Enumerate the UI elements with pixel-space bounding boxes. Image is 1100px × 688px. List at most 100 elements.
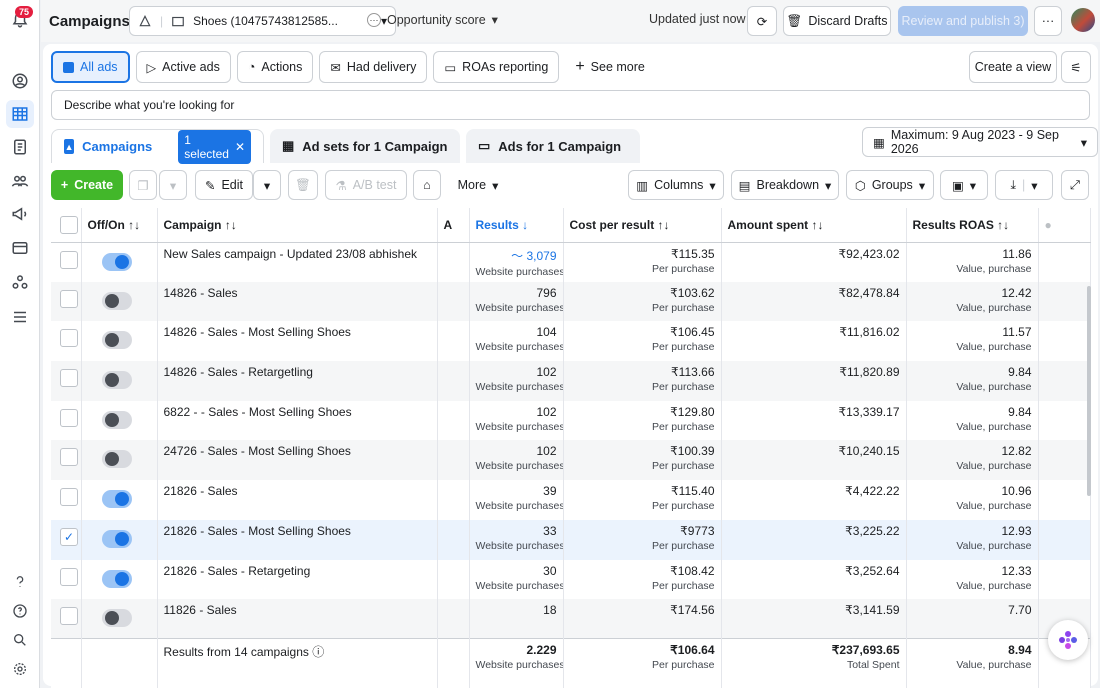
campaign-name[interactable]: 11826 - Sales — [163, 603, 237, 618]
campaigns-table-icon[interactable] — [6, 100, 34, 128]
select-all-checkbox[interactable] — [60, 215, 78, 234]
groups-button[interactable]: ⬡ Groups ▾ — [846, 170, 934, 200]
expand-chart-button[interactable]: ⤢ — [1061, 170, 1089, 200]
campaign-toggle[interactable] — [101, 252, 132, 271]
campaign-toggle[interactable] — [101, 529, 132, 548]
info-icon[interactable]: ⓘ — [312, 645, 325, 660]
campaign-name-cell[interactable]: 21826 - Sales - Most Selling Shoes — [157, 519, 438, 560]
export-button[interactable]: ⤓ | ▾ — [995, 170, 1053, 200]
campaign-toggle[interactable] — [101, 569, 132, 588]
table-row[interactable]: 14826 - Sales 796 Website purchases ₹103.62… — [51, 281, 1091, 322]
view-had-delivery[interactable]: ✉ Had delivery — [319, 51, 428, 83]
customize-button[interactable]: ⚟ — [1061, 51, 1091, 83]
search-icon[interactable] — [6, 626, 34, 654]
campaign-name-cell[interactable]: 21826 - Sales — [157, 480, 438, 520]
campaign-toggle[interactable] — [101, 291, 132, 310]
all-tools-menu-icon[interactable] — [6, 303, 34, 331]
assistant-button[interactable] — [1048, 620, 1088, 660]
campaign-name-cell[interactable]: 14826 - Sales — [157, 281, 438, 322]
account-overview-icon[interactable] — [6, 67, 34, 95]
discard-drafts-button[interactable]: 🗑 Discard Drafts — [783, 6, 891, 36]
see-more-button[interactable]: + See more — [565, 51, 655, 83]
duplicate-menu-button[interactable]: ▾ — [159, 170, 187, 200]
more-options-button[interactable]: ··· — [1034, 6, 1062, 36]
tab-campaigns[interactable]: ▲ Campaigns 1 selected ✕ — [51, 129, 264, 164]
tab-ads[interactable]: ▭ Ads for 1 Campaign — [466, 129, 640, 163]
account-selector[interactable]: | Shoes (10475743812585... ▾ — [129, 6, 396, 36]
table-row[interactable]: New Sales campaign - Updated 23/08 abhis… — [51, 242, 1091, 282]
header-off-on[interactable]: Off/On ↑↓ — [81, 208, 158, 243]
view-all-ads[interactable]: All ads — [51, 51, 130, 83]
table-scrollbar[interactable] — [1087, 286, 1091, 496]
view-roas-reporting[interactable]: ▭ ROAs reporting — [433, 51, 560, 83]
ab-test-button[interactable]: ⚗ A/B test — [325, 170, 407, 200]
table-row[interactable]: 14826 - Sales - Retargetling 102 Website p… — [51, 361, 1091, 401]
table-row[interactable]: 6822 - - Sales - Most Selling Shoes 102 We… — [51, 400, 1091, 441]
refresh-button[interactable]: ⟳ — [747, 6, 777, 36]
campaign-toggle[interactable] — [101, 609, 132, 628]
breakdown-button[interactable]: ▤ Breakdown ▾ — [731, 170, 839, 200]
campaign-name[interactable]: 21826 - Sales - Retargeting — [163, 563, 311, 578]
campaign-name-cell[interactable]: 6822 - - Sales - Most Selling Shoes — [157, 400, 438, 441]
megaphone-icon[interactable] — [6, 200, 34, 228]
help-question-icon[interactable] — [6, 568, 34, 596]
date-range-picker[interactable]: ▦ Maximum: 9 Aug 2023 - 9 Sep 2026 ▾ — [862, 127, 1098, 157]
edit-menu-button[interactable]: ▾ — [253, 170, 281, 200]
campaign-name[interactable]: 6822 - - Sales - Most Selling Shoes — [163, 404, 352, 419]
row-checkbox[interactable] — [60, 408, 78, 427]
campaign-name-cell[interactable]: 21826 - Sales - Retargeting — [157, 559, 438, 600]
table-row[interactable]: 11826 - Sales 18 ₹174.56 ₹3,141.59 7.70 — [51, 599, 1091, 639]
table-row[interactable]: 24726 - Sales - Most Selling Shoes 102 Web… — [51, 440, 1091, 481]
campaign-name[interactable]: 21826 - Sales - Most Selling Shoes — [163, 523, 351, 538]
campaign-name[interactable]: New Sales campaign - Updated 23/08 abhis… — [163, 246, 418, 261]
row-checkbox[interactable] — [60, 448, 78, 467]
row-checkbox[interactable] — [60, 250, 78, 269]
campaign-toggle[interactable] — [101, 410, 132, 429]
duplicate-button[interactable]: ❐ — [129, 170, 157, 200]
header-results-roas[interactable]: Results ROAS ↑↓ — [906, 208, 1039, 243]
campaign-toggle[interactable] — [101, 450, 132, 469]
campaign-name[interactable]: 14826 - Sales — [163, 285, 238, 300]
row-checkbox[interactable] — [60, 289, 78, 308]
create-button[interactable]: + Create — [51, 170, 123, 200]
view-actions[interactable]: ◔ Actions — [236, 51, 314, 83]
search-input[interactable]: Describe what you're looking for — [51, 90, 1090, 120]
opportunity-score[interactable]: ··· Opportunity score ▾ — [367, 12, 498, 27]
delete-button[interactable]: 🗑 — [288, 170, 318, 200]
campaign-name[interactable]: 14826 - Sales - Retargetling — [163, 365, 313, 380]
table-row[interactable]: ✓ 21826 - Sales - Most Selling Shoes 33 Web… — [51, 519, 1091, 560]
columns-button[interactable]: ▥ Columns ▾ — [628, 170, 724, 200]
review-publish-button[interactable]: Review and publish 3) — [898, 6, 1028, 36]
reports-icon[interactable] — [6, 133, 34, 161]
table-row[interactable]: 21826 - Sales - Retargeting 30 Website pur… — [51, 559, 1091, 600]
close-icon[interactable]: ✕ — [234, 139, 245, 154]
avatar[interactable] — [1071, 8, 1095, 32]
row-checkbox[interactable] — [60, 567, 78, 586]
row-checkbox[interactable] — [60, 488, 78, 507]
business-settings-icon[interactable] — [6, 268, 34, 296]
campaign-name-cell[interactable]: 11826 - Sales — [157, 599, 438, 639]
help-circle-icon[interactable] — [6, 597, 34, 625]
billing-card-icon[interactable] — [6, 234, 34, 262]
header-cost-per-result[interactable]: Cost per result ↑↓ — [563, 208, 722, 243]
selected-chip[interactable]: 1 selected ✕ — [178, 129, 251, 164]
campaign-toggle[interactable] — [101, 331, 132, 350]
row-checkbox[interactable] — [60, 329, 78, 348]
header-attribution[interactable]: A — [437, 208, 470, 243]
campaign-name-cell[interactable]: 14826 - Sales - Retargetling — [157, 361, 438, 401]
header-amount-spent[interactable]: Amount spent ↑↓ — [721, 208, 907, 243]
create-view-button[interactable]: Create a view — [969, 51, 1057, 83]
campaign-name[interactable]: 24726 - Sales - Most Selling Shoes — [163, 444, 351, 459]
reports-button[interactable]: ▣ ▾ — [940, 170, 988, 200]
row-checkbox[interactable] — [60, 369, 78, 388]
campaign-name[interactable]: 14826 - Sales - Most Selling Shoes — [163, 325, 351, 340]
header-add-column[interactable]: ● — [1038, 208, 1091, 243]
edit-button[interactable]: ✎ Edit — [195, 170, 253, 200]
header-results[interactable]: Results ↓ — [469, 208, 564, 243]
settings-gear-icon[interactable] — [6, 655, 34, 683]
tag-button[interactable]: ⌂ — [413, 170, 441, 200]
campaign-toggle[interactable] — [101, 371, 132, 390]
tab-ad-sets[interactable]: ▦ Ad sets for 1 Campaign — [270, 129, 460, 163]
more-menu-button[interactable]: More ▾ — [449, 170, 507, 200]
campaign-name-cell[interactable]: 14826 - Sales - Most Selling Shoes — [157, 321, 438, 362]
